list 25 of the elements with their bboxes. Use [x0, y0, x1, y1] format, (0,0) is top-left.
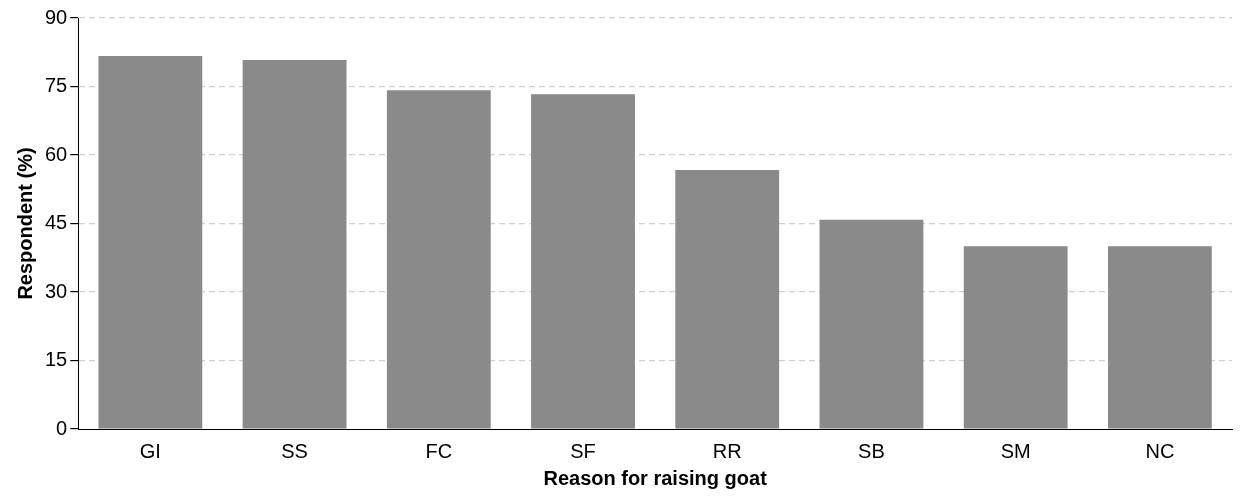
x-tick-label: RR	[712, 439, 742, 462]
x-tick-label: SF	[570, 439, 596, 462]
bar	[675, 170, 780, 429]
bar	[819, 219, 924, 429]
x-tick-label: SB	[858, 439, 885, 462]
y-tick-label: 75	[45, 74, 68, 97]
bar	[98, 55, 203, 429]
x-tick-label: NC	[1145, 439, 1175, 462]
bar	[386, 90, 491, 429]
y-tick-label: 45	[45, 211, 68, 234]
y-tick-label: 30	[45, 279, 68, 302]
x-tick-label: SS	[281, 439, 308, 462]
bar	[242, 60, 347, 429]
x-tick-label: GI	[139, 439, 161, 462]
y-tick-label: 90	[45, 5, 68, 28]
x-axis-title: Reason for raising goat	[543, 466, 768, 489]
x-tick-label: FC	[425, 439, 453, 462]
x-tick-label: SM	[1000, 439, 1031, 462]
y-tick-label: 60	[45, 142, 68, 165]
bar	[963, 246, 1068, 429]
bar	[531, 94, 635, 429]
y-tick-label: 15	[45, 348, 68, 371]
y-axis-title: Respondent (%)	[13, 147, 36, 300]
y-tick-label: 0	[56, 416, 68, 439]
bar	[1107, 246, 1212, 429]
